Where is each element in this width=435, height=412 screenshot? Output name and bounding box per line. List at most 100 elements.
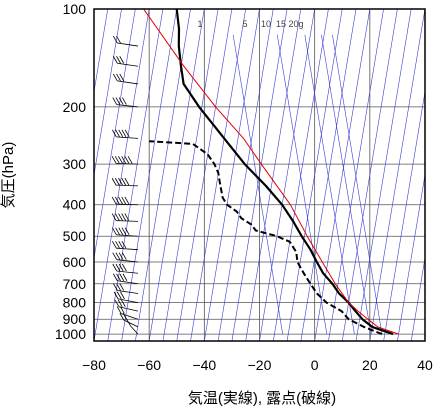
- x-axis-label: 気温(実線), 露点(破線): [188, 390, 336, 407]
- wind-barb-flag: [117, 299, 123, 307]
- wind-barb-flag: [114, 299, 120, 307]
- wind-barb-flag: [116, 35, 121, 44]
- wind-barb-staff: [117, 298, 139, 303]
- isotherm-line: [300, 9, 357, 341]
- wind-barb-flag: [124, 177, 130, 186]
- series-line-1: [175, 9, 394, 336]
- isotherm-line: [162, 9, 219, 341]
- isotherm-line: [217, 9, 274, 341]
- isotherm-line: [369, 9, 425, 341]
- wind-barb-staff: [116, 184, 139, 187]
- wind-barb-flag: [116, 283, 121, 291]
- wind-barb-flag: [119, 73, 125, 82]
- wind-barb-flag: [112, 283, 118, 291]
- wind-barb-flag: [121, 196, 127, 205]
- wind-barb-flag: [121, 240, 127, 249]
- wind-barb-flag: [119, 312, 125, 321]
- isotherm-line: [94, 9, 109, 94]
- mixing-ratio-label: 15: [276, 19, 286, 29]
- wind-barb: [112, 252, 139, 263]
- wind-barb-flag: [124, 213, 130, 221]
- wind-barb-staff: [117, 62, 139, 67]
- mixing-ratio-label: 5: [242, 19, 247, 29]
- mixing-ratio-line: [332, 34, 383, 335]
- wind-barb-flag: [121, 299, 126, 307]
- wind-barb-flag: [111, 227, 117, 235]
- wind-barb-flag: [124, 196, 130, 205]
- wind-barb: [111, 240, 139, 251]
- wind-barb-staff: [116, 247, 139, 251]
- wind-barb-flag: [111, 177, 117, 186]
- wind-barb-flag: [121, 129, 127, 138]
- isotherm-line: [107, 9, 164, 341]
- wind-barb: [112, 56, 139, 67]
- wind-barb-flag: [119, 273, 125, 281]
- wind-barb-flag: [114, 213, 120, 221]
- wind-barb-flag: [112, 97, 118, 105]
- wind-barb-flag: [118, 156, 123, 164]
- wind-barb-flag: [112, 56, 118, 64]
- wind-barb-flag: [118, 213, 123, 221]
- isotherm-line: [135, 9, 191, 341]
- wind-barb: [111, 129, 139, 139]
- wind-barb-flag: [124, 156, 130, 164]
- mixing-ratio-labels: 1 5 10 15 20g: [197, 19, 303, 29]
- wind-barb-staff: [123, 319, 139, 328]
- wind-barb-flag: [116, 56, 121, 64]
- wind-barb-flag: [114, 177, 120, 186]
- wind-barb-flag: [114, 156, 120, 164]
- wind-barb-flag: [111, 240, 117, 249]
- wind-barb-staff: [116, 203, 139, 206]
- wind-barb-staff: [121, 313, 139, 320]
- wind-barb-staff: [116, 234, 139, 237]
- mixing-ratio-label: 10: [261, 19, 271, 29]
- wind-barb-flag: [124, 227, 130, 235]
- plot-frame: [93, 8, 426, 342]
- wind-barb-flag: [118, 227, 124, 235]
- wind-barb-flag: [111, 129, 117, 138]
- wind-barb-staff: [116, 270, 139, 274]
- wind-barb-flag: [112, 273, 118, 281]
- wind-barb-flag: [115, 227, 120, 235]
- isotherm-line: [314, 9, 371, 341]
- isotherm-line: [176, 9, 233, 341]
- wind-barb: [119, 312, 139, 328]
- wind-barb-flag: [121, 213, 127, 221]
- wind-barb-staff: [118, 306, 139, 312]
- isotherm-line: [259, 9, 315, 341]
- wind-barb-flag: [115, 129, 120, 138]
- wind-barb-flag: [112, 73, 118, 82]
- wind-barb-flag: [116, 73, 121, 82]
- wind-barb-flag: [118, 196, 123, 205]
- isotherm-line: [286, 9, 343, 341]
- wind-barb-flag: [118, 97, 124, 105]
- wind-barb-staff: [117, 42, 139, 47]
- wind-barb-flag: [122, 97, 127, 105]
- isotherm-lines: [94, 9, 425, 341]
- isotherm-line: [341, 9, 398, 341]
- wind-barb: [111, 213, 139, 222]
- series-line-2: [149, 140, 383, 336]
- wind-barb: [111, 196, 139, 206]
- wind-barb: [114, 299, 139, 312]
- wind-barb-flag: [119, 56, 125, 64]
- wind-barb-flag: [115, 240, 120, 249]
- wind-barb-staff: [117, 290, 139, 294]
- wind-barb-flag: [118, 177, 123, 186]
- mixing-ratio-label: 1: [197, 19, 202, 29]
- wind-barb-staff: [116, 162, 139, 165]
- isotherm-line: [272, 9, 329, 341]
- wind-barb-flag: [116, 291, 122, 300]
- x-tick-label: 40: [417, 357, 433, 373]
- wind-barb-flag: [121, 156, 127, 164]
- isotherm-line: [204, 9, 260, 341]
- wind-barbs: [111, 35, 139, 335]
- isotherm-line: [245, 9, 302, 341]
- y-axis-label: 気圧(hPa): [0, 142, 17, 209]
- wind-barb-flag: [112, 252, 118, 260]
- isotherm-line: [383, 90, 425, 341]
- wind-barb-staff: [116, 259, 139, 263]
- wind-barb: [112, 35, 139, 47]
- wind-barb-flag: [112, 35, 118, 44]
